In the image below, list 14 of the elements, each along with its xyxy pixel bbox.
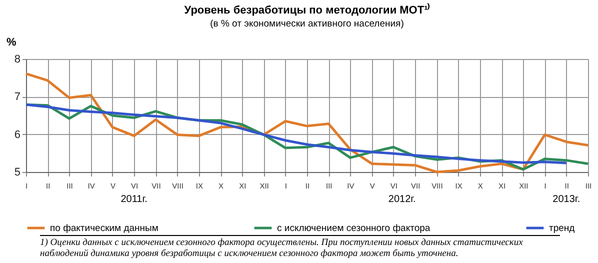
chart-subtitle: (в % от экономически активного населения) — [210, 18, 404, 30]
y-tick-label: 7 — [14, 91, 20, 104]
legend-label: с исключением сезонного фактора — [277, 223, 431, 234]
chart-title: Уровень безработицы по методологии МОТ¹⁾ — [184, 2, 431, 16]
text: 2011г. — [120, 194, 148, 205]
legend-label: по фактическим данным — [50, 223, 158, 234]
y-axis-title: % — [6, 36, 16, 48]
text: 2012г. — [388, 194, 416, 205]
text: 2013г. — [552, 194, 580, 205]
y-tick-label: 8 — [14, 54, 20, 66]
legend-label: тренд — [549, 223, 576, 234]
y-tick-label: 5 — [14, 166, 20, 178]
y-tick-label: 6 — [14, 128, 20, 141]
text: 1) Оценки данных с исключением сезонного фактора осуществлены. При поступлении новых данных статистических наблюдений динамика уровня безработицы с исключением сезонного фактора может быть уточнена. — [40, 235, 560, 260]
